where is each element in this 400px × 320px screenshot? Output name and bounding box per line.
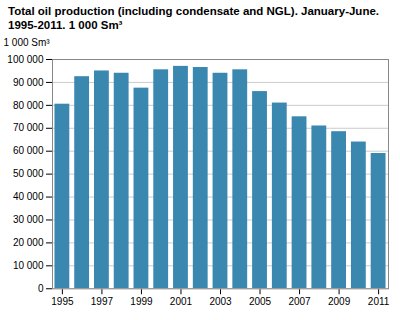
svg-text:2009: 2009 xyxy=(328,296,351,307)
svg-text:100 000: 100 000 xyxy=(7,53,44,64)
svg-text:80 000: 80 000 xyxy=(13,99,44,110)
svg-text:0: 0 xyxy=(38,283,44,294)
svg-text:2005: 2005 xyxy=(249,296,272,307)
svg-text:90 000: 90 000 xyxy=(13,76,44,87)
svg-text:2011: 2011 xyxy=(368,296,390,307)
svg-text:1995: 1995 xyxy=(51,296,74,307)
svg-text:1999: 1999 xyxy=(130,296,153,307)
svg-text:10 000: 10 000 xyxy=(13,260,44,271)
svg-text:2007: 2007 xyxy=(288,296,311,307)
svg-text:2003: 2003 xyxy=(209,296,232,307)
svg-text:40 000: 40 000 xyxy=(13,191,44,202)
svg-text:60 000: 60 000 xyxy=(13,145,44,156)
svg-text:30 000: 30 000 xyxy=(13,214,44,225)
html-text:Total oil production (includin: Total oil production (including condensa… xyxy=(8,5,379,32)
svg-text:70 000: 70 000 xyxy=(13,122,44,133)
svg-text:2001: 2001 xyxy=(170,296,193,307)
svg-text:1 000 Sm³: 1 000 Sm³ xyxy=(4,36,51,47)
svg-text:1997: 1997 xyxy=(91,296,114,307)
svg-text:50 000: 50 000 xyxy=(13,168,44,179)
svg-text:20 000: 20 000 xyxy=(13,237,44,248)
